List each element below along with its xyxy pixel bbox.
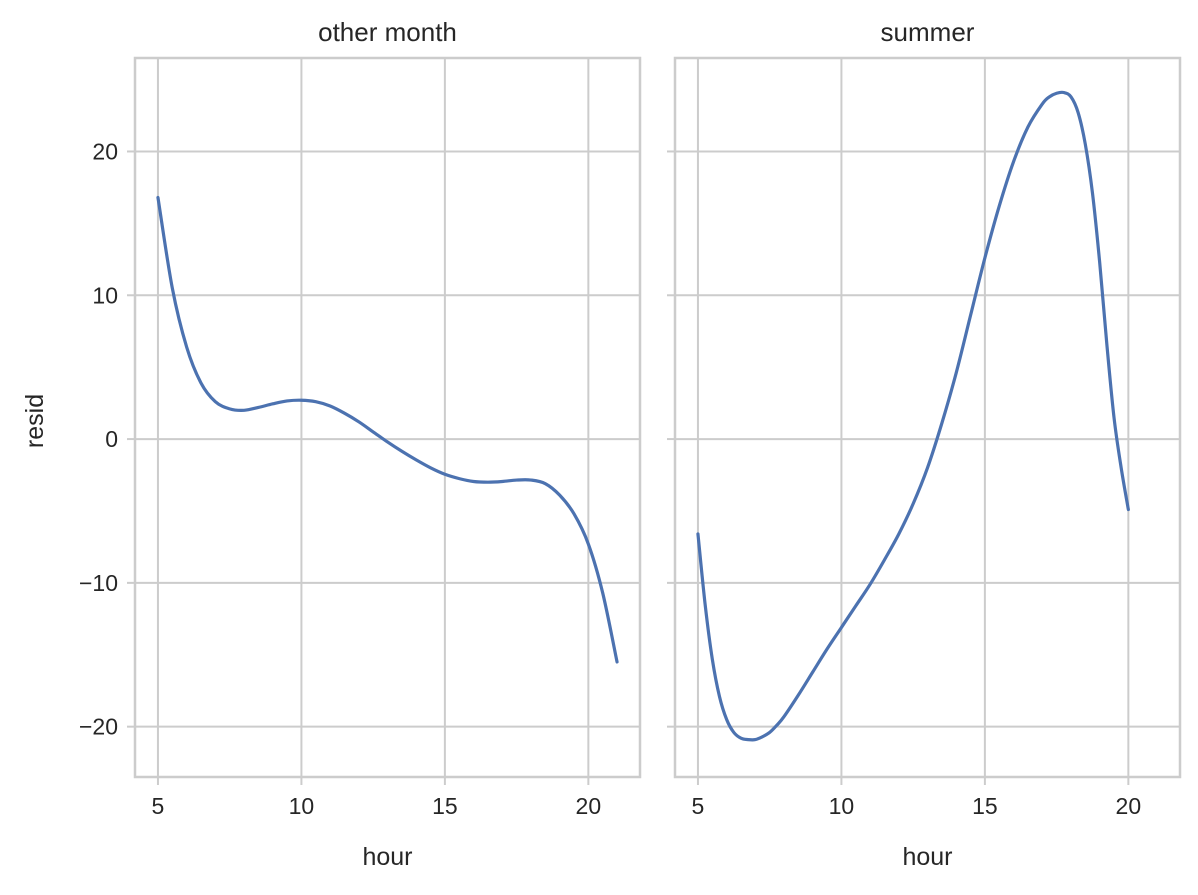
series-line xyxy=(696,90,1130,742)
x-axis-label: hour xyxy=(902,843,952,871)
panel-frame xyxy=(133,56,642,779)
x-tick-label: 5 xyxy=(152,793,165,819)
x-tick-label: 20 xyxy=(576,793,602,819)
y-tick-label: 0 xyxy=(105,426,118,452)
x-tick-label: 10 xyxy=(289,793,315,819)
y-tick-label: −20 xyxy=(79,714,118,740)
panel-other-month: 5 10 15 20 −20 −10 0 10 20 other month hour xyxy=(79,17,642,871)
x-axis-label: hour xyxy=(362,843,412,871)
x-tick-label: 10 xyxy=(829,793,855,819)
y-tick-label: 20 xyxy=(92,138,118,164)
y-tick-label: 10 xyxy=(92,282,118,308)
x-tick-label: 15 xyxy=(972,793,998,819)
y-tick-label: −10 xyxy=(79,570,118,596)
panel-summer: 5 10 15 20 summer hour xyxy=(667,17,1182,871)
panel-title: summer xyxy=(881,17,975,47)
x-tick-label: 15 xyxy=(432,793,458,819)
x-tick-label: 20 xyxy=(1116,793,1142,819)
panel-title: other month xyxy=(318,17,457,47)
series-line xyxy=(156,195,619,664)
x-tick-label: 5 xyxy=(692,793,705,819)
y-axis-label: resid xyxy=(21,394,49,448)
panel-frame xyxy=(673,56,1182,779)
